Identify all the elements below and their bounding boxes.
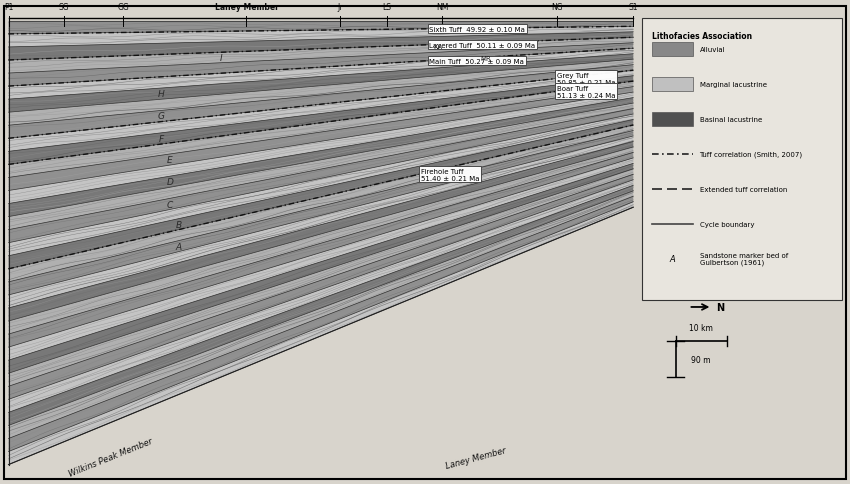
Polygon shape	[8, 60, 633, 126]
Text: Alluvial: Alluvial	[700, 47, 725, 53]
Polygon shape	[8, 27, 633, 48]
Text: E: E	[167, 156, 173, 165]
Polygon shape	[8, 76, 633, 165]
Polygon shape	[8, 153, 633, 348]
Polygon shape	[8, 93, 633, 204]
Polygon shape	[8, 49, 633, 100]
Text: Lithofacies Association: Lithofacies Association	[652, 31, 752, 41]
Text: D: D	[167, 178, 173, 187]
Text: NM: NM	[436, 3, 448, 12]
Text: Sandstone marker bed of
Gulbertson (1961): Sandstone marker bed of Gulbertson (1961…	[700, 252, 788, 266]
Polygon shape	[8, 175, 633, 399]
Text: I: I	[219, 54, 223, 63]
Polygon shape	[8, 136, 633, 308]
Text: 10 km: 10 km	[689, 323, 713, 333]
Bar	[652, 77, 693, 92]
Polygon shape	[8, 109, 633, 243]
Polygon shape	[8, 159, 633, 361]
Text: Jr: Jr	[337, 3, 343, 12]
Polygon shape	[8, 71, 633, 152]
Polygon shape	[8, 148, 633, 334]
Text: B: B	[175, 220, 182, 229]
Text: N: N	[716, 302, 724, 312]
Text: A: A	[175, 242, 182, 251]
Text: Extended tuff correlation: Extended tuff correlation	[700, 186, 787, 192]
Text: Main Tuff  50.27 ± 0.09 Ma: Main Tuff 50.27 ± 0.09 Ma	[429, 59, 524, 64]
Polygon shape	[8, 126, 633, 282]
Polygon shape	[8, 202, 633, 465]
Text: Sixth Tuff  49.92 ± 0.10 Ma: Sixth Tuff 49.92 ± 0.10 Ma	[429, 27, 525, 33]
Polygon shape	[8, 169, 633, 387]
Bar	[652, 43, 693, 57]
Polygon shape	[8, 65, 633, 139]
Text: Firehole Tuff
51.40 ± 0.21 Ma: Firehole Tuff 51.40 ± 0.21 Ma	[421, 168, 479, 181]
Polygon shape	[8, 131, 633, 295]
Text: NG: NG	[551, 3, 563, 12]
Text: Laney Member: Laney Member	[214, 3, 279, 12]
Polygon shape	[8, 186, 633, 425]
Bar	[652, 112, 693, 127]
Text: Laney Member: Laney Member	[445, 445, 507, 470]
Text: F: F	[159, 135, 164, 143]
Polygon shape	[8, 82, 633, 178]
Text: GG: GG	[117, 3, 129, 12]
Text: Basinal lacustrine: Basinal lacustrine	[700, 117, 762, 122]
Text: SG: SG	[59, 3, 69, 12]
Text: H: H	[158, 90, 165, 99]
Polygon shape	[8, 33, 633, 61]
Polygon shape	[8, 115, 633, 256]
Polygon shape	[8, 164, 633, 374]
Text: S1: S1	[628, 3, 638, 12]
Polygon shape	[8, 44, 633, 87]
Polygon shape	[8, 55, 633, 113]
Polygon shape	[8, 88, 633, 191]
Text: Boar Tuff
51.13 ± 0.24 Ma: Boar Tuff 51.13 ± 0.24 Ma	[557, 86, 615, 98]
Text: Tuff correlation (Smith, 2007): Tuff correlation (Smith, 2007)	[700, 151, 802, 158]
Polygon shape	[8, 38, 633, 74]
Polygon shape	[8, 181, 633, 412]
Text: Cycle boundary: Cycle boundary	[700, 221, 754, 227]
Text: C: C	[167, 200, 173, 209]
Text: Grey Tuff
50.85 ± 0.21 Ma: Grey Tuff 50.85 ± 0.21 Ma	[557, 73, 615, 86]
Text: LS: LS	[382, 3, 391, 12]
Bar	[642, 19, 842, 300]
Text: Layered Tuff  50.11 ± 0.09 Ma: Layered Tuff 50.11 ± 0.09 Ma	[429, 43, 536, 48]
Polygon shape	[8, 120, 633, 269]
Text: MR: MR	[480, 56, 491, 62]
Polygon shape	[8, 191, 633, 439]
Polygon shape	[8, 142, 633, 321]
Text: G: G	[158, 112, 165, 121]
Polygon shape	[8, 98, 633, 217]
Polygon shape	[8, 197, 633, 452]
Text: Wilkins Peak Member: Wilkins Peak Member	[67, 437, 154, 478]
Text: A: A	[670, 255, 675, 263]
Text: Marginal lacustrine: Marginal lacustrine	[700, 82, 767, 88]
Text: KA: KA	[434, 44, 443, 49]
Text: 90 m: 90 m	[691, 355, 711, 364]
Text: P1: P1	[3, 3, 14, 12]
Polygon shape	[8, 104, 633, 230]
Polygon shape	[8, 22, 633, 35]
